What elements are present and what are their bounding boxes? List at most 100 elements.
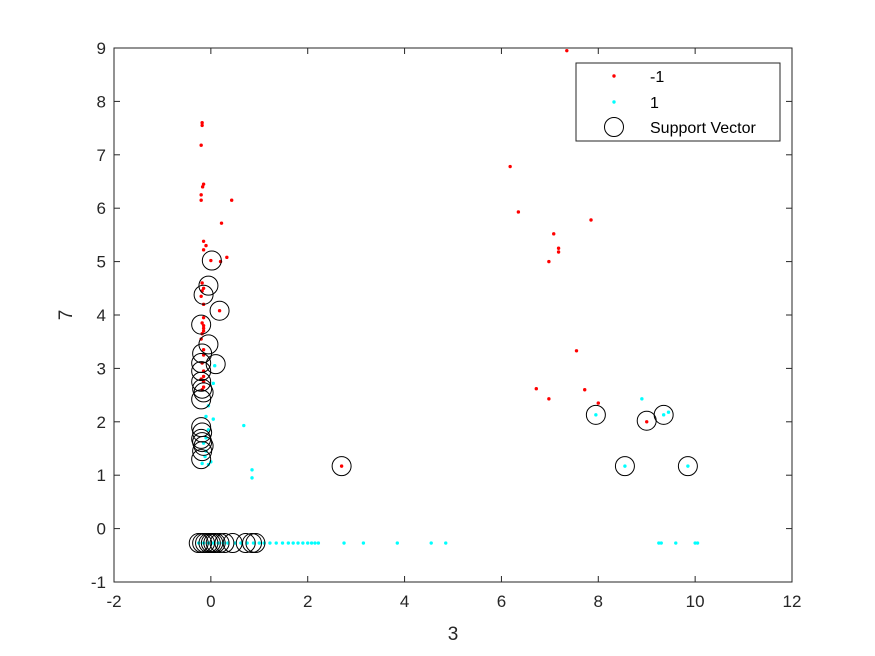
legend-marker-pos1 (612, 100, 616, 104)
point-pos1 (200, 461, 204, 466)
x-axis-ticks: -2 0 2 4 6 8 10 12 (106, 48, 801, 611)
point-pos1 (211, 417, 215, 421)
data-marks (188, 48, 700, 554)
point-neg1 (556, 246, 561, 250)
x-tick-label: 12 (783, 592, 802, 611)
point-neg1 (200, 321, 204, 325)
point-pos1 (251, 541, 256, 545)
point-pos1 (313, 541, 317, 545)
point-neg1 (201, 326, 206, 331)
point-neg1 (596, 401, 600, 405)
point-neg1 (201, 323, 206, 328)
point-pos1 (342, 541, 346, 545)
point-pos1 (674, 541, 678, 545)
point-support-vector (245, 533, 266, 554)
point-support-vector (242, 533, 263, 554)
point-support-vector (585, 404, 606, 425)
point-pos1 (206, 428, 211, 432)
point-neg1 (209, 258, 213, 263)
x-tick-label: 10 (686, 592, 705, 611)
point-pos1 (257, 541, 261, 545)
point-pos1 (274, 541, 278, 545)
y-tick-label: 5 (97, 253, 106, 272)
point-neg1 (199, 193, 203, 197)
y-tick-label: 3 (97, 359, 106, 378)
legend: -1 1 Support Vector (575, 62, 781, 142)
point-pos1 (316, 541, 321, 545)
point-neg1 (516, 210, 521, 214)
point-pos1 (211, 381, 215, 386)
plot-frame (113, 47, 793, 583)
point-neg1 (508, 164, 512, 169)
point-pos1 (686, 464, 690, 468)
point-neg1 (201, 329, 206, 333)
point-pos1 (444, 541, 448, 545)
point-pos1 (250, 468, 254, 472)
point-support-vector (192, 343, 213, 364)
point-neg1 (219, 221, 224, 225)
point-support-vector (209, 300, 230, 321)
point-pos1 (242, 423, 246, 428)
point-neg1 (589, 218, 593, 222)
point-pos1 (640, 397, 644, 401)
y-tick-label: 8 (97, 92, 106, 111)
y-tick-label: 9 (97, 39, 106, 58)
point-support-vector (205, 533, 226, 554)
point-pos1 (250, 476, 254, 480)
point-neg1 (229, 198, 234, 202)
point-neg1 (534, 386, 538, 391)
y-axis-label: 7 (56, 310, 77, 321)
point-neg1 (200, 121, 204, 125)
y-tick-label: 4 (97, 306, 106, 325)
point-neg1 (201, 182, 206, 186)
point-support-vector (191, 449, 212, 470)
point-neg1 (225, 255, 229, 260)
point-neg1 (204, 243, 208, 248)
point-pos1 (623, 464, 627, 468)
point-support-vector (192, 432, 213, 453)
y-tick-label: 0 (97, 520, 106, 539)
point-support-vector (677, 456, 698, 477)
point-pos1 (659, 541, 663, 545)
point-neg1 (201, 248, 206, 252)
point-support-vector (191, 314, 212, 335)
point-support-vector (205, 354, 226, 375)
point-pos1 (268, 541, 272, 545)
point-neg1 (565, 48, 569, 53)
y-tick-label: -1 (91, 573, 106, 592)
point-neg1 (645, 420, 649, 424)
point-neg1 (200, 281, 204, 285)
point-neg1 (200, 123, 204, 128)
point-support-vector (188, 533, 209, 554)
point-support-vector (191, 361, 212, 382)
point-support-vector (191, 371, 212, 392)
x-tick-label: 4 (400, 592, 409, 611)
point-neg1 (217, 309, 222, 313)
point-support-vector (653, 404, 674, 425)
y-tick-label: 6 (97, 199, 106, 218)
point-pos1 (204, 414, 208, 419)
legend-marker-neg1 (612, 74, 616, 78)
point-neg1 (201, 239, 206, 244)
x-axis-label: 3 (448, 624, 459, 645)
point-support-vector (209, 533, 230, 554)
point-pos1 (280, 541, 285, 545)
point-pos1 (657, 541, 661, 545)
point-support-vector (331, 456, 352, 477)
y-axis-ticks: -1 0 1 2 3 4 5 6 7 8 9 (91, 39, 792, 592)
point-neg1 (339, 464, 344, 468)
point-support-vector (614, 456, 635, 477)
point-neg1 (547, 397, 551, 401)
point-support-vector (192, 441, 213, 462)
point-support-vector (235, 533, 256, 554)
point-neg1 (199, 143, 203, 147)
point-neg1 (201, 374, 206, 379)
point-pos1 (309, 541, 314, 545)
point-pos1 (429, 541, 433, 545)
point-pos1 (594, 413, 598, 417)
point-neg1 (201, 315, 206, 320)
x-tick-label: 2 (303, 592, 312, 611)
legend-label-pos1: 1 (650, 95, 659, 112)
point-neg1 (574, 349, 579, 353)
